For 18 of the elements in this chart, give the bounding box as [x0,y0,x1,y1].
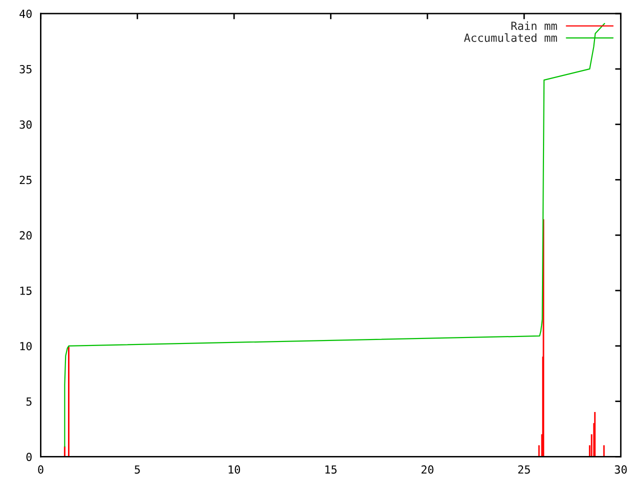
y-tick-label: 40 [20,10,32,18]
x-tick-label: 0 [38,465,44,474]
x-tick-label: 10 [228,465,240,474]
legend-label: Rain mm [511,21,557,30]
x-tick-label: 30 [614,465,627,474]
y-tick-label: 0 [26,452,32,462]
x-tick-label: 15 [325,465,337,474]
y-tick-label: 25 [20,176,32,184]
y-tick-label: 15 [20,286,32,295]
y-tick-label: 20 [20,231,32,240]
y-tick-label: 10 [20,342,32,350]
y-tick-label: 35 [20,64,32,74]
y-tick-label: 30 [20,120,32,129]
y-tick-label: 5 [26,397,32,406]
legend-label: Accumulated mm [464,33,557,42]
x-tick-label: 5 [134,465,140,474]
x-tick-label: 20 [422,465,434,474]
x-tick-label: 25 [518,465,530,474]
